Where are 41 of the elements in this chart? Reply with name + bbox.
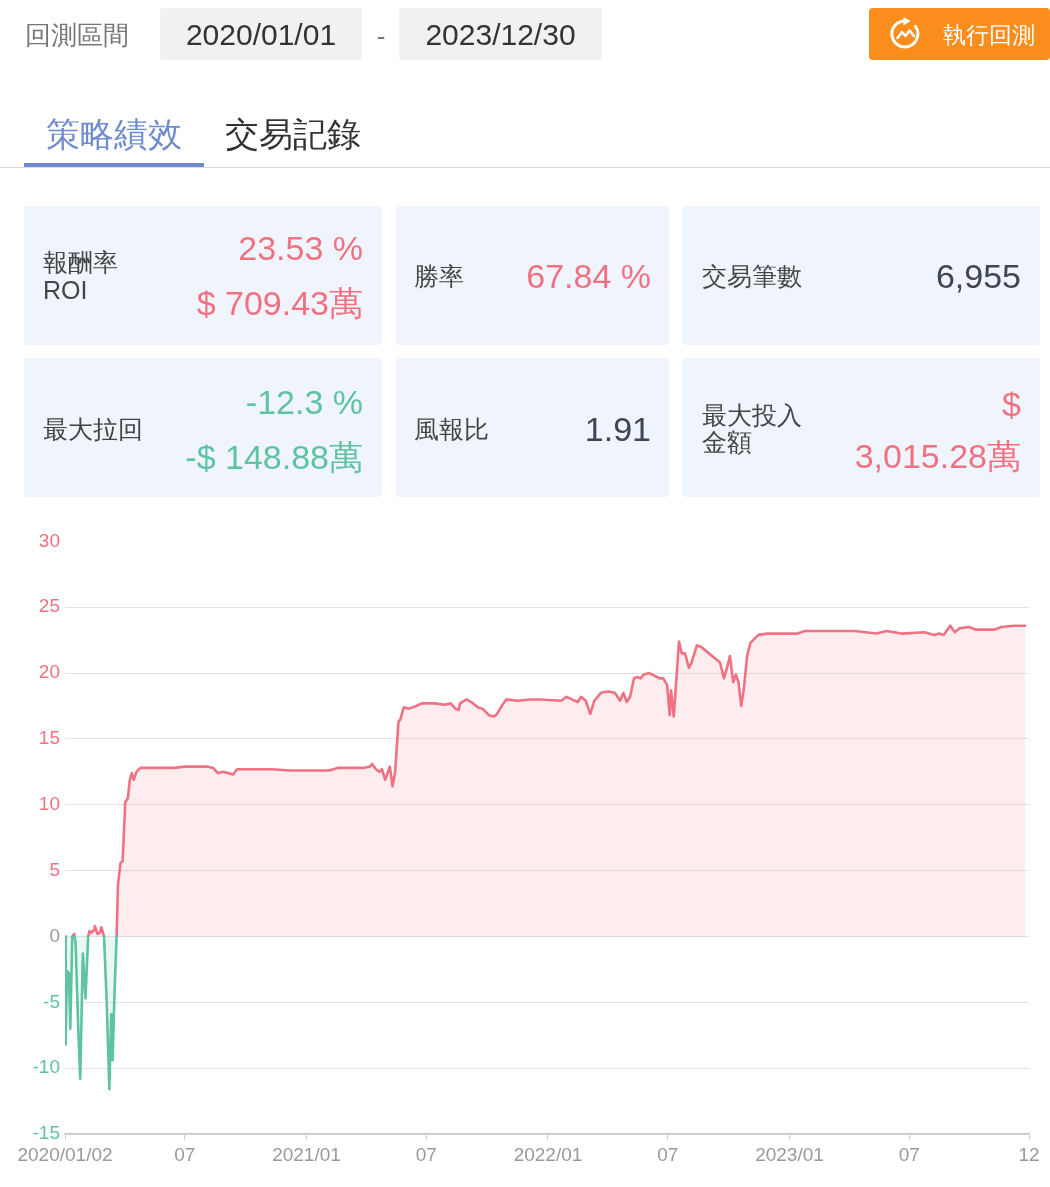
text: -12.3 % [245, 381, 363, 423]
y-tick-label: 0 [49, 924, 60, 946]
y-tick-label: 30 [38, 529, 60, 551]
text: 最大拉回 [43, 413, 143, 445]
trade-record-tab[interactable]: 交易記錄 [204, 100, 382, 167]
text: 6,955 [935, 255, 1021, 297]
y-tick-label: 20 [38, 661, 60, 683]
x-tick-label: 2023/01 [755, 1143, 824, 1165]
x-tick-label: 07 [657, 1143, 679, 1165]
x-tick-label: 07 [174, 1143, 196, 1165]
y-tick-label: 10 [38, 793, 60, 815]
x-tick-label: 07 [898, 1143, 920, 1165]
text: 回測區間 [25, 18, 129, 52]
text: 67.84 % [526, 255, 651, 297]
y-tick-label: -10 [32, 1056, 60, 1078]
x-tick-label: 2020/01/02 [17, 1143, 113, 1165]
y-tick-label: 25 [38, 595, 60, 617]
text: 1.91 [584, 408, 651, 450]
text: ROI [43, 275, 88, 306]
text: 金額 [702, 427, 752, 458]
y-tick-label: -5 [43, 990, 60, 1012]
start-date-field[interactable]: 2020/01/01 [160, 8, 362, 60]
x-tick-label: 2021/01 [272, 1143, 341, 1165]
x-tick-label: 12 [1018, 1143, 1040, 1165]
text: 最大投入 [702, 399, 802, 430]
text: $ 709.43萬 [196, 282, 363, 324]
x-tick-label: 2022/01 [513, 1143, 583, 1165]
y-tick-label: 15 [38, 727, 60, 749]
x-tick-label: 07 [415, 1143, 437, 1165]
text: - [376, 19, 386, 53]
text: 23.53 % [238, 227, 363, 269]
text: 風報比 [414, 413, 489, 445]
text: 3,015.28萬 [854, 435, 1021, 477]
text: 報酬率 [43, 246, 118, 278]
end-date-field[interactable]: 2023/12/30 [399, 8, 602, 60]
text: $ [1002, 383, 1021, 425]
text: 勝率 [414, 260, 464, 292]
text: 交易筆數 [702, 260, 802, 292]
text: -$ 148.88萬 [185, 436, 363, 478]
y-tick-label: -15 [32, 1122, 60, 1144]
y-tick-label: 5 [49, 858, 60, 880]
